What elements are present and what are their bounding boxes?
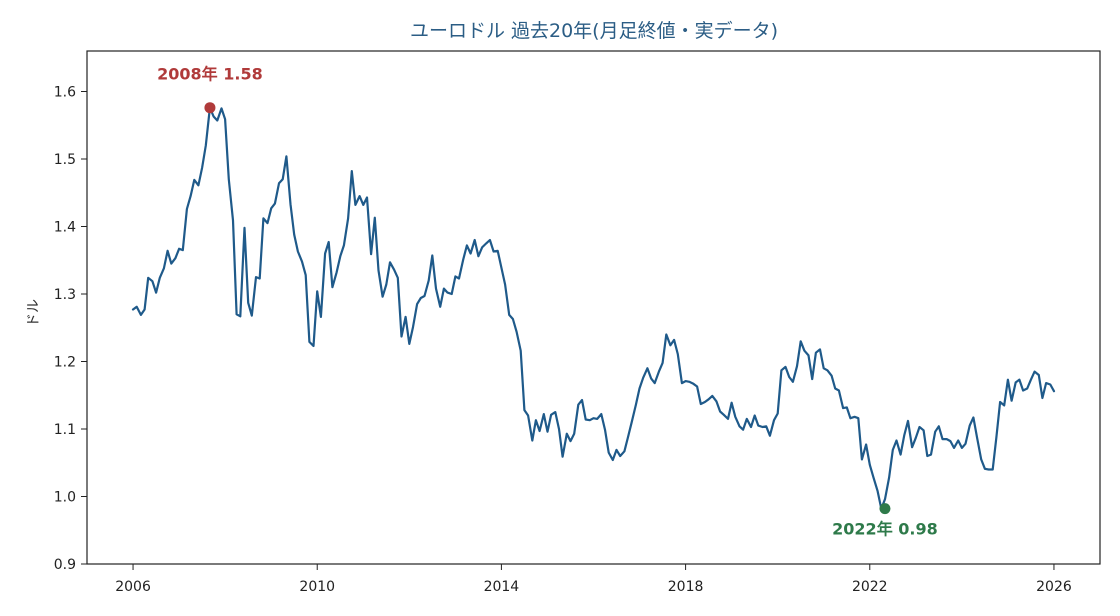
y-axis-label: ドル [26,299,42,327]
y-tick-label: 1.0 [54,490,76,506]
axis-ticks: 2006 2010 2014 2018 2022 2026 0.9 1.0 1.1 1.2 1.3 1… [54,85,1072,596]
x-tick-label: 2026 [1036,579,1072,595]
x-tick-label: 2010 [299,579,335,595]
series-layer [131,106,1056,510]
x-tick-label: 2018 [668,579,704,595]
y-tick-label: 1.2 [54,355,76,371]
chart-title: ユーロドル 過去20年(月足終値・実データ) [410,20,778,42]
y-tick-label: 1.3 [54,287,76,303]
high-point-marker [204,102,216,114]
y-tick-label: 1.6 [54,85,76,101]
series-line [131,106,1056,510]
annotations: 2008年 1.58 2022年 0.98 [157,65,938,539]
x-tick-label: 2022 [852,579,888,595]
low-point-label: 2022年 0.98 [832,520,938,539]
y-tick-label: 0.9 [54,557,76,573]
x-tick-label: 2006 [115,579,151,595]
plot-frame [86,50,1101,565]
x-tick-label: 2014 [484,579,520,595]
low-point-marker [879,503,891,515]
y-tick-label: 1.4 [54,220,76,236]
y-tick-label: 1.1 [54,422,76,438]
high-point-label: 2008年 1.58 [157,65,263,84]
y-tick-label: 1.5 [54,152,76,168]
